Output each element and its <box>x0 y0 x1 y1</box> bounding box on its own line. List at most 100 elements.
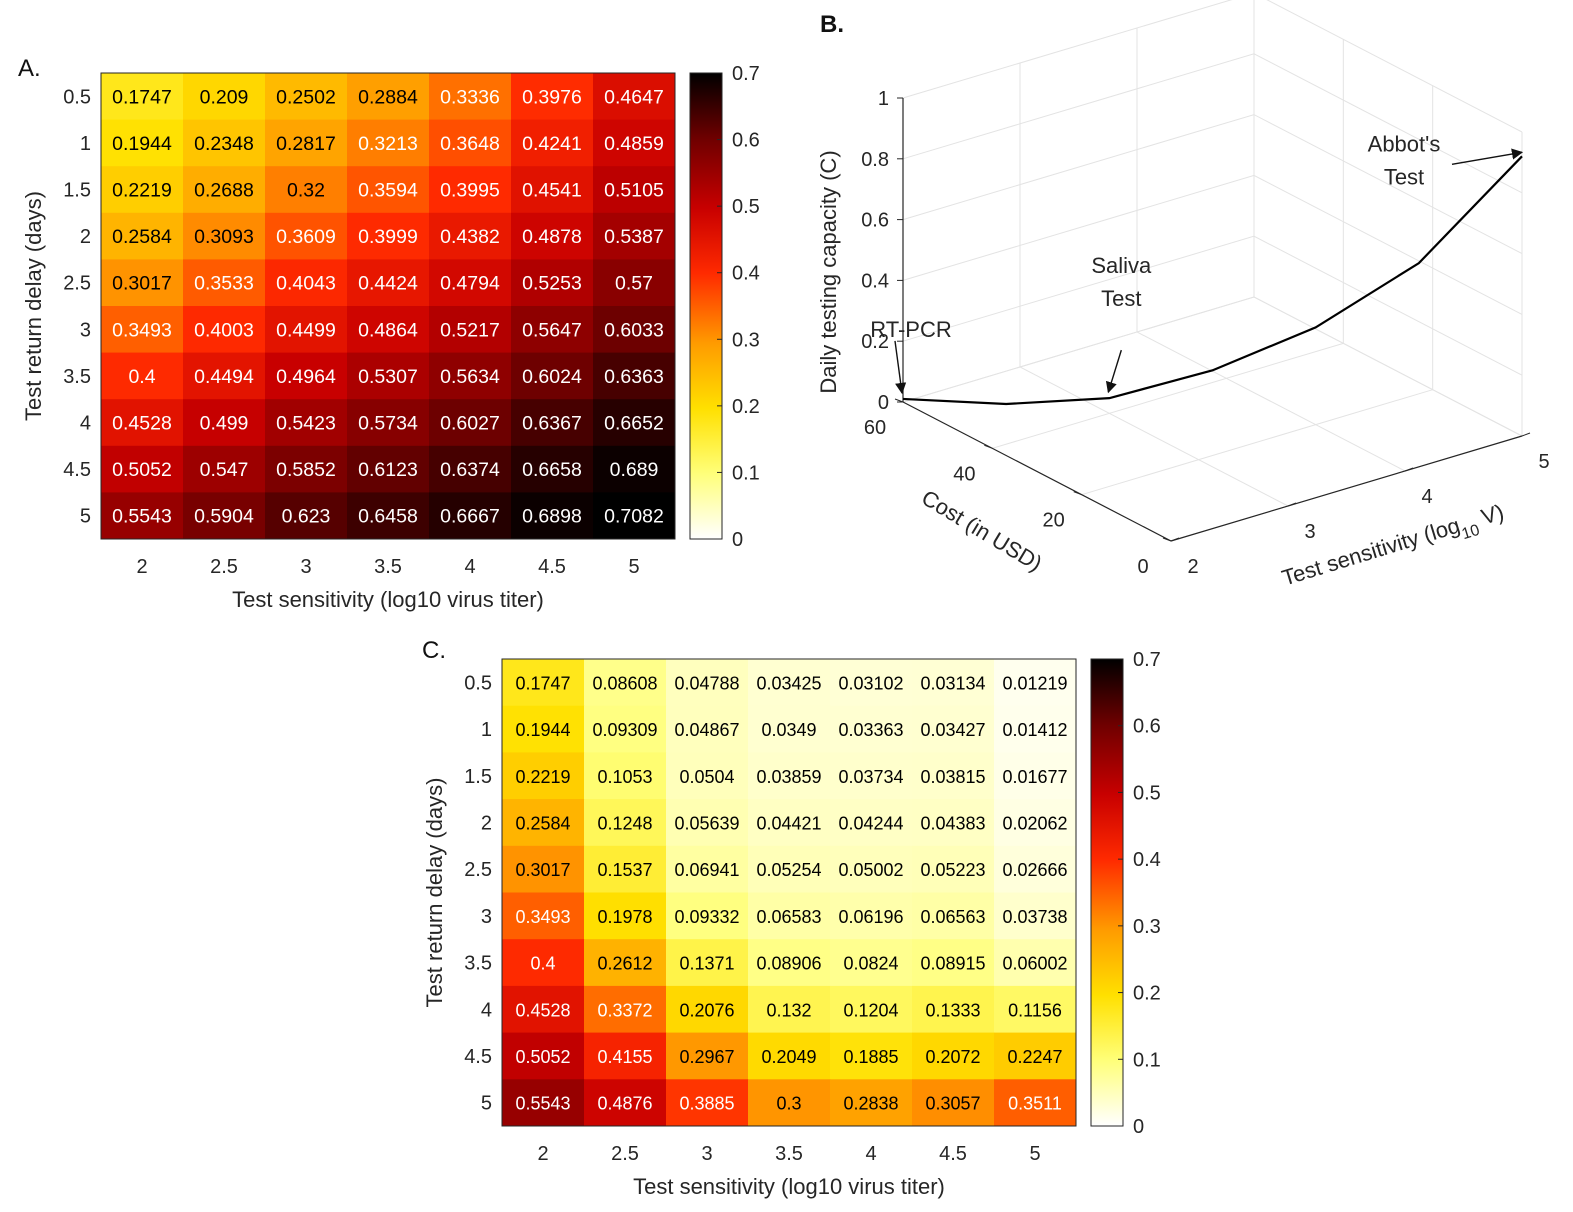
heatmap-cell <box>666 1079 749 1127</box>
cell-value-label: 0.4 <box>530 954 555 974</box>
x-tick-label: 3 <box>1304 521 1315 543</box>
cell-value-label: 0.2612 <box>597 954 652 974</box>
heatmap-cell <box>502 892 585 940</box>
colorbar-tick-label: 0.5 <box>732 196 760 218</box>
heatmap-cell <box>511 492 594 540</box>
heatmap-cell <box>511 119 594 167</box>
y-tick-label: 20 <box>1043 510 1065 532</box>
heatmap-cell <box>101 492 184 540</box>
heatmap-cell <box>502 799 585 847</box>
cell-value-label: 0.0504 <box>679 767 734 787</box>
heatmap-cell <box>265 492 348 540</box>
cell-value-label: 0.547 <box>200 459 249 481</box>
heatmap-cell <box>183 166 266 214</box>
heatmap-cell <box>593 212 676 260</box>
cell-value-label: 0.05639 <box>674 813 739 833</box>
heatmap-cell <box>748 752 831 800</box>
heatmap-a: 0.1747 0.209 0.2502 0.2884 0.3336 0.3976 0.464… <box>21 63 760 612</box>
cell-value-label: 0.3017 <box>515 860 570 880</box>
cell-value-label: 0.5543 <box>515 1094 570 1114</box>
x-tick-label: 5 <box>1029 1143 1040 1165</box>
colorbar-tick-label: 0 <box>1133 1116 1144 1138</box>
cell-value-label: 0.05223 <box>920 860 985 880</box>
grid-line <box>1136 28 1406 472</box>
heatmap-cell <box>830 939 913 987</box>
heatmap-cell <box>429 119 512 167</box>
cell-value-label: 0.09332 <box>674 907 739 927</box>
heatmap-cell <box>101 212 184 260</box>
annotation-arrow <box>1451 148 1524 166</box>
heatmap-cell <box>830 1079 913 1127</box>
heatmap-cell <box>912 985 995 1034</box>
cell-value-label: 0.3511 <box>1008 1094 1062 1114</box>
heatmap-cell <box>830 845 913 893</box>
z-tick-label: 0 <box>878 392 889 414</box>
annotation-label: Test <box>1101 286 1141 311</box>
heatmap-cell <box>183 119 266 167</box>
heatmap-cell <box>429 259 512 307</box>
cell-value-label: 0.03427 <box>920 720 985 740</box>
cell-value-label: 0.132 <box>766 1000 811 1020</box>
heatmap-cell <box>994 752 1077 800</box>
heatmap-cell <box>748 985 831 1034</box>
y-tick-label: 3 <box>80 319 91 341</box>
heatmap-cell <box>101 259 184 307</box>
colorbar-tick-label: 0.7 <box>732 63 760 85</box>
cell-value-label: 0.4494 <box>194 366 254 388</box>
cell-value-label: 0.3533 <box>194 273 254 295</box>
panel-label-a: A. <box>18 55 41 82</box>
heatmap-cell <box>593 399 676 447</box>
cell-value-label: 0.5307 <box>358 366 418 388</box>
y-tick-label: 1.5 <box>464 766 492 788</box>
heatmap-cell <box>912 799 995 847</box>
cell-value-label: 0.6123 <box>358 459 418 481</box>
heatmap-cell <box>912 752 995 800</box>
x-tick-label: 3.5 <box>775 1143 803 1165</box>
colorbar-gradient <box>689 72 723 540</box>
heatmap-cell <box>502 659 585 707</box>
cell-value-label: 0.01412 <box>1002 720 1067 740</box>
heatmap-cell <box>748 939 831 987</box>
cell-value-label: 0.4964 <box>276 366 336 388</box>
heatmap-cell <box>429 73 512 121</box>
y-axis-label: Cost (in USD) <box>917 485 1046 576</box>
x-axis-label: Test sensitivity (log10 virus titer) <box>232 587 544 612</box>
cell-value-label: 0.6458 <box>358 506 418 528</box>
x-axis-label: Test sensitivity (log10 V) <box>1279 499 1509 597</box>
heatmap-cell <box>666 799 749 847</box>
cell-value-label: 0.5647 <box>522 319 582 341</box>
cell-value-label: 0.3999 <box>358 226 418 248</box>
cell-value-label: 0.2502 <box>276 86 336 108</box>
cell-value-label: 0.2584 <box>112 226 172 248</box>
cell-value-label: 0.03134 <box>920 673 985 693</box>
colorbar-tick-label: 0.7 <box>1133 649 1161 671</box>
cell-value-label: 0.5217 <box>440 319 500 341</box>
cell-value-label: 0.3493 <box>112 319 172 341</box>
cell-value-label: 0.5423 <box>276 413 336 435</box>
heatmap-cell <box>347 445 430 493</box>
colorbar-tick-label: 0.2 <box>732 396 760 418</box>
x-tick-label: 3.5 <box>374 556 402 578</box>
cell-value-label: 0.2348 <box>194 133 254 155</box>
x-tick-label: 4.5 <box>538 556 566 578</box>
y-tick-label: 4 <box>481 999 492 1021</box>
x-tick-label: 2 <box>537 1143 548 1165</box>
heatmap-cell <box>183 306 266 354</box>
heatmap-cell <box>502 939 585 987</box>
cell-value-label: 0.2967 <box>679 1047 734 1067</box>
heatmap-cell <box>429 166 512 214</box>
z-tick-label: 1 <box>878 88 889 110</box>
cell-value-label: 0.3336 <box>440 86 500 108</box>
heatmap-cell <box>584 799 667 847</box>
heatmap-cell <box>429 399 512 447</box>
heatmap-cell <box>912 845 995 893</box>
heatmap-cell <box>830 799 913 847</box>
cell-value-label: 0.09309 <box>592 720 657 740</box>
cell-value-label: 0.04383 <box>920 813 985 833</box>
y-tick-label: 3 <box>481 906 492 928</box>
z-tick-label: 0.8 <box>861 149 889 171</box>
heatmap-cell <box>265 259 348 307</box>
x-tick <box>1404 467 1414 472</box>
cell-value-label: 0.5734 <box>358 413 418 435</box>
heatmap-cell <box>502 752 585 800</box>
